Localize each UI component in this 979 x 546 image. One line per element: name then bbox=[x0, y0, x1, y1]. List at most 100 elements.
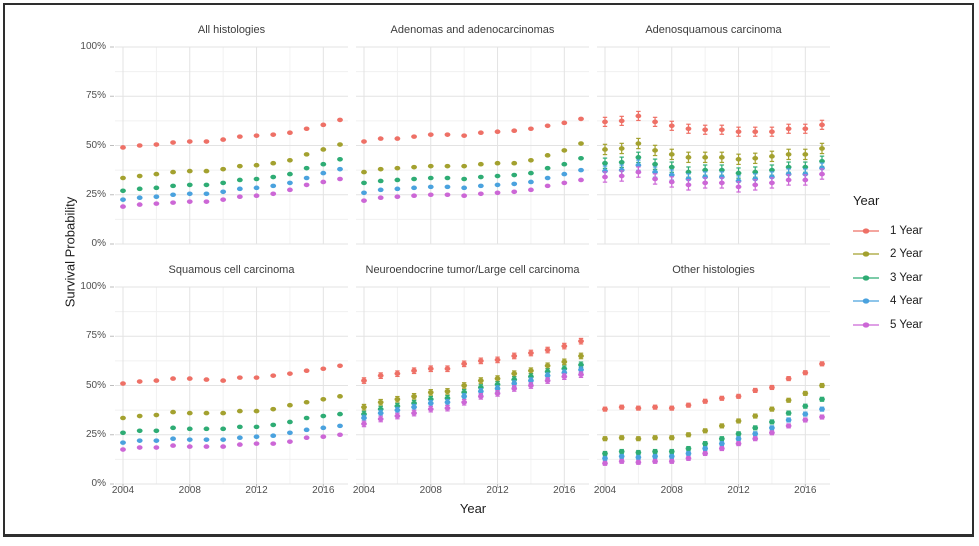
data-point bbox=[337, 363, 343, 369]
data-point bbox=[270, 373, 277, 378]
data-point bbox=[186, 182, 193, 188]
data-point bbox=[544, 363, 551, 369]
data-point bbox=[635, 155, 642, 160]
data-point bbox=[427, 163, 434, 169]
x-tick-label: 2004 bbox=[593, 485, 617, 496]
data-point bbox=[303, 368, 310, 374]
data-point bbox=[735, 394, 742, 399]
data-point bbox=[819, 361, 825, 367]
data-point bbox=[461, 193, 468, 199]
data-point bbox=[802, 403, 809, 409]
data-point bbox=[411, 404, 417, 410]
data-point bbox=[203, 191, 210, 197]
data-point bbox=[785, 423, 792, 429]
data-point bbox=[819, 396, 825, 402]
data-point bbox=[477, 130, 484, 135]
data-point bbox=[120, 430, 126, 436]
data-point bbox=[769, 180, 775, 186]
data-point bbox=[253, 408, 260, 414]
data-point bbox=[411, 134, 417, 139]
data-point bbox=[136, 186, 143, 192]
data-point bbox=[461, 399, 468, 405]
data-point bbox=[702, 451, 709, 456]
data-point bbox=[236, 408, 243, 414]
legend-key-icon bbox=[853, 251, 879, 257]
data-point bbox=[635, 169, 642, 175]
data-point bbox=[303, 175, 310, 181]
data-point bbox=[320, 179, 327, 185]
data-point bbox=[769, 385, 775, 390]
y-tick-label: 50% bbox=[85, 139, 106, 151]
data-point bbox=[303, 399, 310, 405]
legend-item: 5 Year bbox=[853, 313, 973, 337]
x-tick-label: 2008 bbox=[178, 485, 201, 496]
data-point bbox=[561, 374, 568, 379]
data-point bbox=[718, 155, 725, 160]
data-point bbox=[461, 176, 468, 182]
data-point bbox=[618, 173, 625, 179]
data-point bbox=[602, 436, 608, 441]
data-point bbox=[769, 167, 775, 173]
data-point bbox=[494, 182, 501, 188]
data-point bbox=[203, 410, 210, 416]
data-point bbox=[494, 160, 501, 166]
data-point bbox=[685, 155, 692, 160]
data-point bbox=[528, 350, 534, 356]
data-point bbox=[511, 160, 518, 166]
data-point bbox=[618, 449, 625, 454]
data-point bbox=[685, 182, 692, 188]
data-point bbox=[528, 378, 534, 383]
data-point bbox=[361, 139, 367, 144]
data-point bbox=[618, 435, 625, 441]
data-point bbox=[494, 190, 501, 196]
data-point bbox=[253, 434, 260, 440]
x-axis-ticks-middle-panel: 2004 2008 2012 2016 bbox=[353, 485, 589, 499]
data-point bbox=[394, 371, 401, 376]
panel-title: Neuroendocrine tumor/Large cell carcinom… bbox=[365, 264, 580, 276]
data-point bbox=[220, 410, 227, 416]
panel-plot bbox=[597, 286, 830, 488]
data-point bbox=[320, 161, 327, 167]
data-point bbox=[752, 436, 759, 441]
data-point bbox=[578, 167, 584, 173]
data-point bbox=[170, 409, 176, 415]
data-point bbox=[602, 119, 608, 125]
data-point bbox=[735, 156, 742, 162]
panel-adenomas-and-adenocarcinomas: Adenomas and adenocarcinomas bbox=[356, 24, 589, 245]
data-point bbox=[785, 397, 792, 403]
data-point bbox=[785, 417, 792, 423]
data-point bbox=[511, 128, 518, 134]
data-point bbox=[602, 147, 608, 152]
data-point bbox=[544, 347, 551, 353]
data-point bbox=[377, 195, 384, 201]
data-point bbox=[635, 436, 642, 441]
data-point bbox=[270, 406, 277, 412]
x-tick-label: 2012 bbox=[486, 485, 509, 496]
y-axis-ticks-bottom-row: 100% 75% 50% 25% 0% bbox=[58, 281, 106, 489]
data-point bbox=[752, 413, 759, 419]
data-point bbox=[685, 432, 692, 438]
data-point bbox=[186, 191, 193, 197]
data-point bbox=[528, 179, 534, 185]
data-point bbox=[685, 169, 692, 175]
data-point bbox=[618, 146, 625, 151]
data-point bbox=[544, 175, 551, 181]
data-point bbox=[220, 189, 227, 195]
data-point bbox=[287, 402, 293, 408]
data-point bbox=[652, 459, 658, 464]
data-point bbox=[320, 170, 327, 176]
data-point bbox=[153, 438, 160, 443]
data-point bbox=[236, 186, 243, 192]
panel-all-histologies: All histologies bbox=[110, 24, 348, 245]
data-point bbox=[186, 444, 193, 449]
data-point bbox=[477, 358, 484, 364]
data-point bbox=[153, 428, 160, 434]
data-point bbox=[735, 441, 742, 446]
data-point bbox=[411, 176, 417, 182]
data-point bbox=[120, 204, 126, 209]
data-point bbox=[186, 199, 193, 204]
data-point bbox=[735, 436, 742, 441]
data-point bbox=[785, 410, 792, 416]
x-tick-label: 2016 bbox=[312, 485, 335, 496]
data-point bbox=[544, 378, 551, 383]
